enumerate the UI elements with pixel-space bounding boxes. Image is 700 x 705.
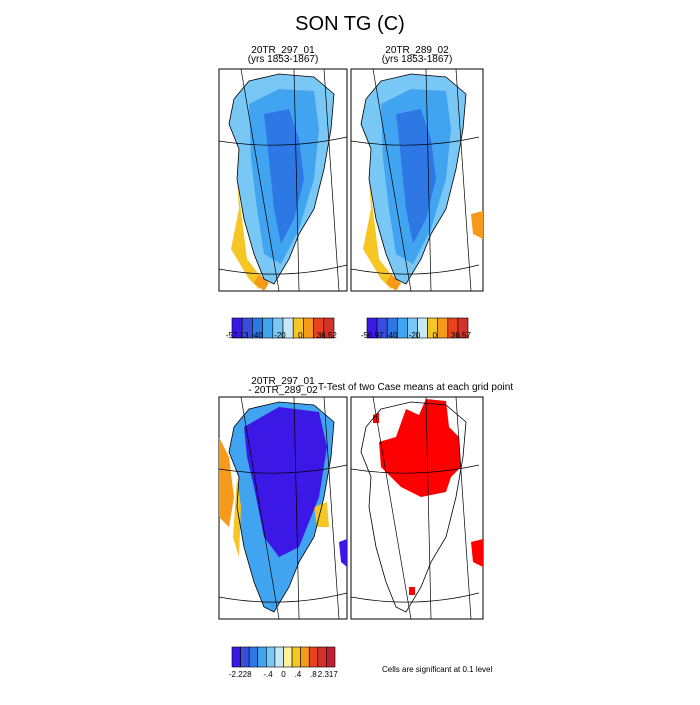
colorbar-label: .4 [295,670,302,679]
colorbar-box [240,646,250,668]
colorbar-label: -20 [409,331,421,340]
colorbar-box [266,646,276,668]
colorbar-box [274,646,284,668]
panel-title: 20TR_289_02 [385,45,449,56]
colorbar-box [248,646,259,668]
map-panel [350,396,484,620]
colorbar-box [323,317,335,339]
colorbar-label: 36.57 [451,331,472,340]
panel-title: 20TR_297_01 [251,376,315,387]
colorbar-box [300,646,310,668]
colorbar-label: 0 [432,331,437,340]
colorbar-label: -40 [251,331,263,340]
colorbar-label: -40 [386,331,398,340]
panel-title: T-Test of two Case means at each grid po… [318,382,513,393]
note: Cells are significant at 0.1 level [382,665,493,674]
colorbar-box [231,646,241,668]
colorbar-label: 2.317 [318,670,339,679]
colorbar-box [262,317,274,339]
colorbar-box [396,317,408,339]
colorbar-box [326,646,336,668]
colorbar-box [303,317,314,339]
colorbar-box [457,317,469,339]
colorbar-label: -.4 [263,670,273,679]
panel-subtitle: (yrs 1853-1867) [382,54,453,65]
colorbar-label: -57.13 [226,331,249,340]
colorbar-box [308,646,319,668]
map-panel [350,68,484,292]
figure-title: SON TG (C) [295,13,405,35]
colorbar-box [257,646,267,668]
panel-title: 20TR_297_01 [251,45,315,56]
colorbar-box [283,646,293,668]
colorbar-label: 0 [281,670,286,679]
colorbar-label: -2.228 [229,670,252,679]
colorbar-label: -20 [274,331,286,340]
colorbar-label: -56.97 [361,331,384,340]
map-panel [218,68,348,292]
colorbar-box [317,646,327,668]
panel-subtitle: - 20TR_289_02 [248,385,318,396]
panel-subtitle: (yrs 1853-1867) [248,54,319,65]
colorbar-box [291,646,301,668]
colorbar-label: .8 [310,670,317,679]
colorbar-box [437,317,449,339]
map-panel [218,396,348,620]
colorbar-label: 36.52 [317,331,338,340]
colorbar-label: 0 [298,331,303,340]
